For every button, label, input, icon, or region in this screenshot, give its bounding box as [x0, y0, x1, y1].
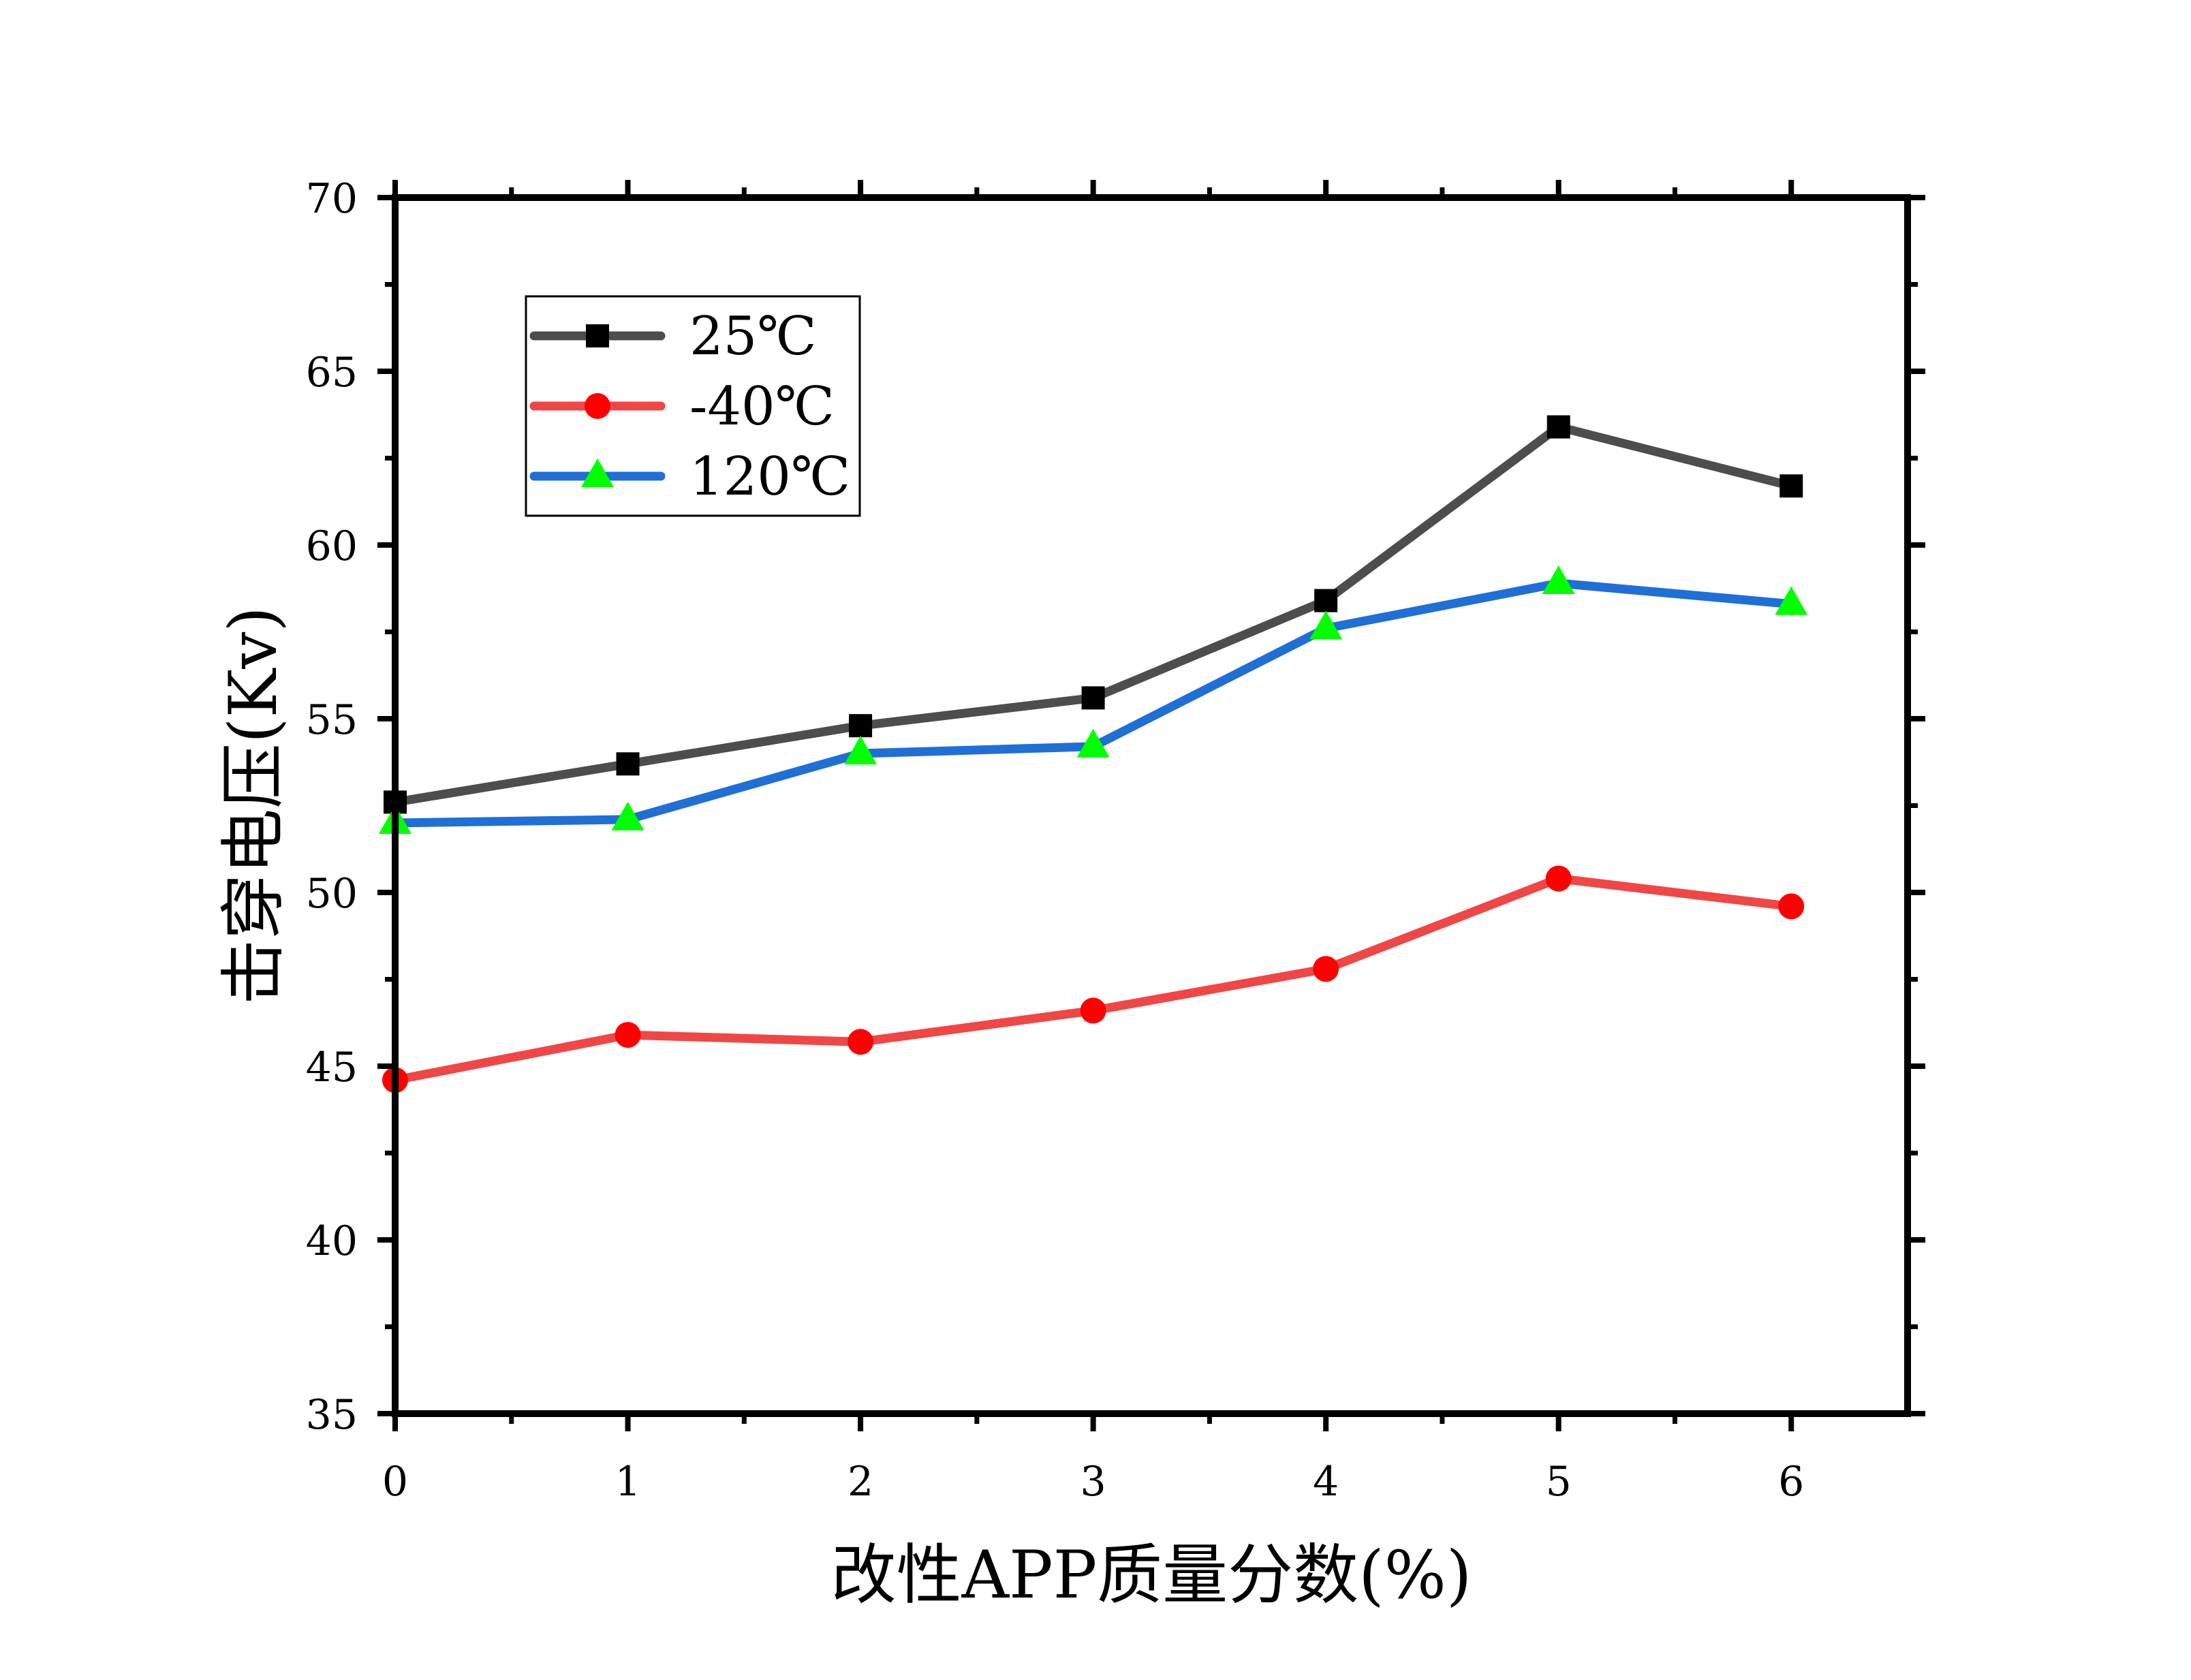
- legend-marker-1: [585, 393, 610, 419]
- legend-label-2: 120℃: [689, 446, 850, 508]
- series-0-point-6: [1780, 474, 1803, 498]
- x-tick-label-1: 1: [615, 1458, 640, 1506]
- y-axis-title: 击穿电压(Kv): [215, 606, 292, 1005]
- series-1-point-1: [615, 1022, 641, 1048]
- legend-label-1: -40℃: [689, 376, 835, 437]
- legend-marker-2: [581, 458, 614, 487]
- x-tick-label-3: 3: [1081, 1458, 1106, 1506]
- series-2-point-1: [611, 801, 644, 830]
- x-axis-title: 改性APP质量分数(%): [831, 1537, 1472, 1613]
- series-0-point-2: [849, 714, 873, 738]
- y-tick-label-2: 45: [306, 1044, 358, 1091]
- series-1-point-4: [1313, 956, 1339, 982]
- series-2-point-4: [1309, 610, 1343, 640]
- series-2-point-6: [1775, 586, 1808, 615]
- legend: 25℃ -40℃ 120℃: [525, 295, 861, 517]
- y-tick-label-1: 40: [306, 1217, 358, 1265]
- series-1-point-5: [1545, 865, 1572, 892]
- legend-marker-0: [586, 324, 609, 347]
- series-2-point-2: [844, 735, 877, 764]
- series-0-point-1: [616, 752, 640, 776]
- series-0-point-4: [1314, 589, 1338, 612]
- series-1-point-3: [1080, 997, 1106, 1024]
- series-2-point-3: [1076, 728, 1110, 758]
- series-1-point-6: [1778, 893, 1805, 920]
- y-tick-label-0: 35: [306, 1391, 358, 1439]
- x-tick-label-0: 0: [382, 1458, 408, 1506]
- x-tick-label-4: 4: [1313, 1458, 1339, 1506]
- x-tick-label-2: 2: [848, 1458, 873, 1506]
- legend-label-0: 25℃: [689, 306, 817, 367]
- y-tick-label-5: 60: [306, 523, 358, 570]
- series-0-point-3: [1081, 686, 1105, 710]
- y-tick-label-4: 55: [306, 696, 358, 744]
- series-0-point-5: [1547, 415, 1570, 439]
- series-1-point-2: [848, 1029, 874, 1055]
- y-tick-label-7: 70: [306, 175, 358, 223]
- x-tick-label-6: 6: [1778, 1458, 1804, 1506]
- y-tick-label-3: 50: [306, 870, 358, 918]
- y-tick-label-6: 65: [306, 349, 358, 396]
- x-tick-label-5: 5: [1546, 1458, 1572, 1506]
- series-2-point-5: [1542, 565, 1575, 595]
